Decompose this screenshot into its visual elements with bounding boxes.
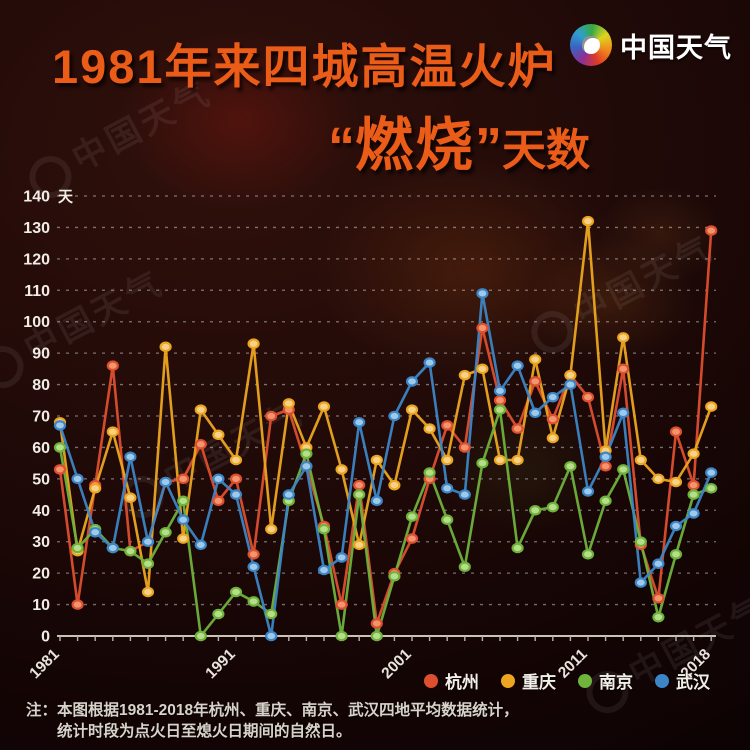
legend-dot-icon [655, 673, 669, 688]
svg-text:60: 60 [32, 440, 50, 457]
svg-text:2001: 2001 [378, 646, 415, 683]
page-title-line1: 1981年来四城高温火炉 [52, 40, 557, 93]
svg-text:90: 90 [32, 346, 50, 363]
svg-text:130: 130 [23, 220, 50, 237]
chart-legend: 杭州 重庆 南京 武汉 [424, 668, 710, 693]
quote-open: “ [328, 117, 355, 177]
legend-dot-icon [501, 673, 515, 688]
legend-item-武汉: 武汉 [655, 668, 710, 693]
legend-item-南京: 南京 [578, 668, 633, 693]
title-line2-rest: 天数 [502, 126, 591, 175]
pinwheel-logo-icon [570, 24, 612, 66]
legend-item-重庆: 重庆 [501, 668, 556, 693]
footnote-prefix: 注： [26, 702, 58, 719]
china-weather-logo: 中国天气 [570, 24, 732, 66]
legend-label: 武汉 [676, 673, 710, 692]
svg-text:天: 天 [58, 189, 74, 206]
legend-dot-icon [578, 673, 592, 688]
footnote-line1: 本图根据1981-2018年杭州、重庆、南京、武汉四地平均数据统计， [57, 702, 519, 719]
svg-text:140: 140 [23, 189, 50, 206]
svg-text:70: 70 [32, 409, 50, 426]
legend-label: 重庆 [522, 673, 556, 692]
legend-label: 南京 [599, 673, 633, 692]
legend-label: 杭州 [445, 673, 479, 692]
svg-text:80: 80 [32, 377, 50, 394]
svg-text:0: 0 [41, 629, 50, 646]
svg-text:120: 120 [23, 251, 50, 268]
legend-item-杭州: 杭州 [424, 668, 479, 693]
svg-text:10: 10 [32, 597, 50, 614]
svg-text:100: 100 [23, 314, 50, 331]
legend-dot-icon [424, 673, 438, 688]
svg-text:30: 30 [32, 534, 50, 551]
svg-text:50: 50 [32, 471, 50, 488]
footnote: 注： 本图根据1981-2018年杭州、重庆、南京、武汉四地平均数据统计， 统计… [26, 700, 519, 742]
svg-text:20: 20 [32, 566, 50, 583]
quote-close: ” [475, 117, 503, 177]
page-title-line2: “燃烧”天数 [328, 98, 590, 182]
svg-text:110: 110 [24, 283, 50, 300]
logo-text: 中国天气 [620, 32, 732, 63]
svg-text:1991: 1991 [202, 646, 239, 683]
footnote-line2: 统计时段为点火日至熄火日期间的自然日。 [57, 723, 352, 740]
svg-text:40: 40 [32, 503, 50, 520]
svg-text:1981: 1981 [26, 646, 63, 683]
title-highlight: 燃烧 [355, 113, 476, 178]
